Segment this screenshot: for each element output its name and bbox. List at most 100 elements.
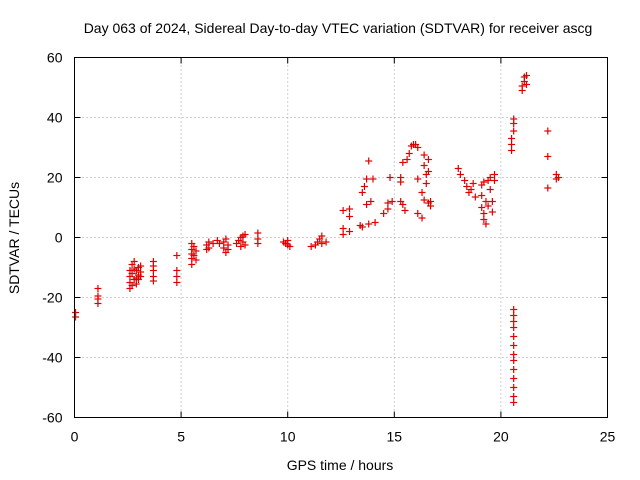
data-point <box>190 252 198 259</box>
data-point <box>137 262 145 270</box>
data-point <box>544 184 552 192</box>
data-point <box>173 252 181 259</box>
y-tick-label: 60 <box>47 50 63 66</box>
data-point <box>510 115 518 123</box>
data-point <box>414 144 422 151</box>
data-point <box>420 151 428 159</box>
data-point <box>467 186 475 193</box>
data-point <box>471 193 479 201</box>
data-point <box>220 244 228 252</box>
data-point <box>424 168 432 175</box>
data-point <box>386 174 394 181</box>
data-point <box>478 192 486 199</box>
data-point <box>518 82 526 90</box>
plot-frame <box>74 57 608 418</box>
data-point <box>128 270 136 277</box>
data-point <box>510 384 518 391</box>
data-point <box>491 171 499 178</box>
y-tick-label: 40 <box>47 110 63 126</box>
data-point <box>339 225 347 232</box>
y-axis-label: SDTVAR / TECUs <box>6 182 22 294</box>
data-point <box>510 366 518 373</box>
data-point <box>72 313 80 321</box>
data-point <box>346 205 354 213</box>
data-point <box>318 240 326 247</box>
x-tick-label: 20 <box>493 429 509 445</box>
data-point <box>371 219 379 226</box>
data-point <box>522 81 530 88</box>
data-point <box>346 228 354 235</box>
data-point <box>222 235 230 243</box>
y-tick-label: 0 <box>55 230 63 246</box>
data-point <box>508 141 516 148</box>
data-point <box>510 357 518 364</box>
data-point <box>360 183 368 190</box>
data-point <box>488 198 496 205</box>
x-tick-label: 25 <box>600 429 616 445</box>
data-point <box>508 147 516 154</box>
data-point <box>132 280 140 288</box>
data-point <box>215 240 223 247</box>
data-point <box>241 231 249 238</box>
data-point <box>401 207 409 214</box>
data-point <box>403 156 411 163</box>
data-point <box>94 285 102 292</box>
data-point <box>399 201 407 208</box>
data-point <box>254 240 262 247</box>
data-point <box>286 243 294 250</box>
x-tick-label: 0 <box>71 429 79 445</box>
data-point <box>209 240 217 247</box>
data-point <box>522 72 530 79</box>
data-point <box>397 174 405 181</box>
data-point <box>510 333 518 340</box>
axis-ticks: 0 5 10 15 20 25 -60 -40 -20 0 20 40 60 <box>42 50 615 445</box>
y-tick-label: -20 <box>42 290 62 306</box>
x-axis-label: GPS time / hours <box>287 457 394 473</box>
data-point <box>463 183 471 190</box>
data-point <box>456 171 464 178</box>
data-point <box>510 306 518 313</box>
data-point <box>427 202 435 210</box>
data-point <box>414 175 422 183</box>
x-tick-label: 5 <box>177 429 185 445</box>
data-point <box>484 202 492 210</box>
data-point <box>149 267 157 274</box>
data-point <box>137 273 145 280</box>
data-point <box>424 156 432 163</box>
data-point <box>418 214 426 222</box>
data-point <box>478 204 486 211</box>
data-point <box>510 351 518 358</box>
data-point <box>405 150 413 157</box>
data-point <box>480 216 488 223</box>
data-point <box>418 189 426 196</box>
data-point <box>128 282 136 289</box>
data-point <box>469 180 477 187</box>
data-point <box>365 157 373 165</box>
data-point <box>358 223 366 231</box>
data-point <box>365 220 373 228</box>
data-point <box>130 258 138 265</box>
grid-lines <box>74 57 608 418</box>
data-point <box>491 177 499 184</box>
data-point <box>508 135 516 142</box>
data-point <box>480 178 488 186</box>
data-point <box>94 300 102 307</box>
data-point <box>510 127 518 135</box>
data-point <box>454 165 462 172</box>
data-point <box>554 174 562 181</box>
y-tick-label: -40 <box>42 350 62 366</box>
data-point <box>510 324 518 331</box>
data-point <box>384 199 392 207</box>
data-points <box>72 72 562 406</box>
data-point <box>241 241 249 249</box>
data-point <box>461 177 469 184</box>
data-point <box>188 261 196 268</box>
data-point <box>480 210 488 217</box>
data-point <box>544 127 552 135</box>
data-point <box>510 375 518 382</box>
data-point <box>346 213 354 220</box>
data-point <box>173 279 181 286</box>
data-point <box>482 220 490 228</box>
data-point <box>190 243 198 250</box>
